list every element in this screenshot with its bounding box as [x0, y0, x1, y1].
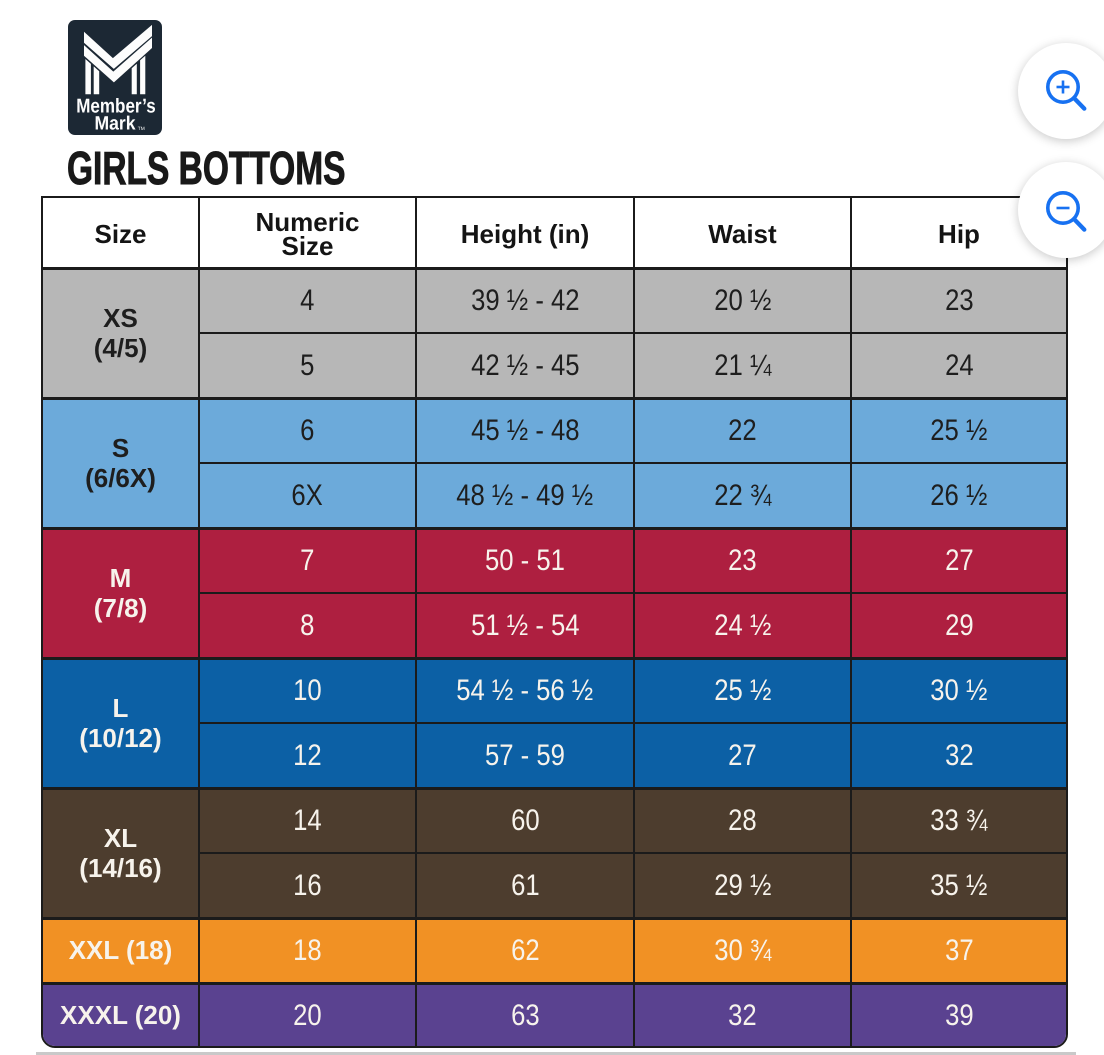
- svg-text:Member’s: Member’s: [76, 96, 156, 118]
- svg-text:TM: TM: [138, 126, 145, 132]
- svg-text:Mark: Mark: [95, 114, 136, 135]
